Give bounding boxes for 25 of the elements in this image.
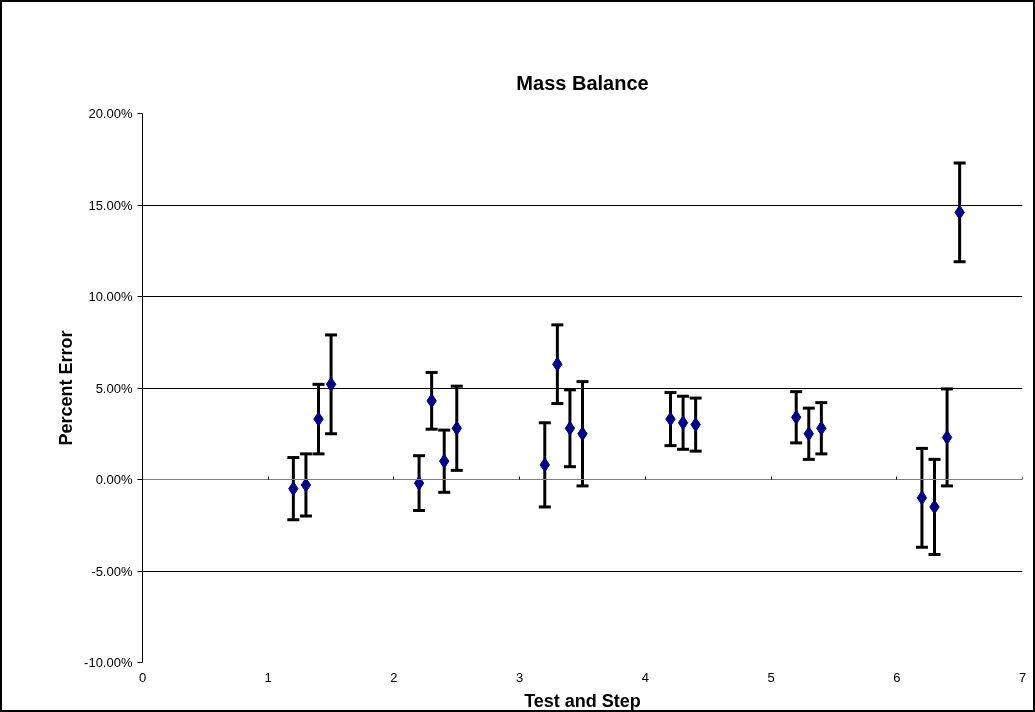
point [325,376,337,392]
x-axis-title: Test and Step [524,690,641,711]
point [916,490,928,506]
x-tick-label: 1 [264,669,272,685]
x-tick-label: 6 [893,669,901,685]
point [413,475,425,491]
y-axis-title: Percent Error [56,330,77,446]
y-tick-label: 15.00% [88,197,133,213]
y-tick-label: 5.00% [95,380,133,396]
x-tick-label: 5 [767,669,775,685]
y-tick-label: -10.00% [84,655,133,670]
point [300,477,312,493]
y-tick-label: 10.00% [88,289,133,304]
x-tick-label: 0 [138,669,147,685]
point [941,429,953,445]
y-tick-label: -5.00% [91,563,133,579]
y-tick-label: 0.00% [95,472,133,487]
point [677,415,689,431]
x-tick-label: 7 [1018,669,1027,685]
x-tick-label: 3 [516,669,524,685]
x-tick-label: 4 [641,669,649,685]
x-tick-label: 2 [390,669,398,685]
chart-title: Mass Balance [516,71,649,94]
y-tick-label: 20.00% [88,106,133,121]
point [564,420,576,436]
